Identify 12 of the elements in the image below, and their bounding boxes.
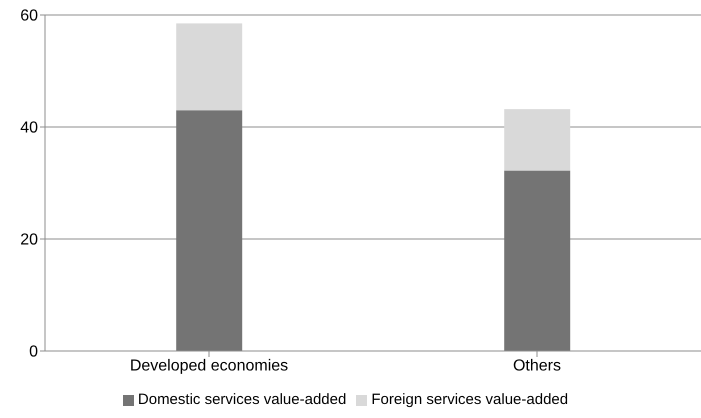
y-tick-label: 20 <box>20 232 38 249</box>
x-tick-label: Developed economies <box>130 357 288 374</box>
bar <box>504 170 570 351</box>
y-tick-label: 60 <box>20 8 38 25</box>
legend-label: Foreign services value-added <box>371 391 568 408</box>
bar <box>176 23 242 110</box>
bar <box>504 109 570 171</box>
x-tick-label: Others <box>512 357 562 374</box>
legend-label: Domestic services value-added <box>138 391 346 408</box>
bar <box>176 110 242 351</box>
y-tick-label: 0 <box>29 344 38 361</box>
y-tick-label: 40 <box>20 120 38 137</box>
